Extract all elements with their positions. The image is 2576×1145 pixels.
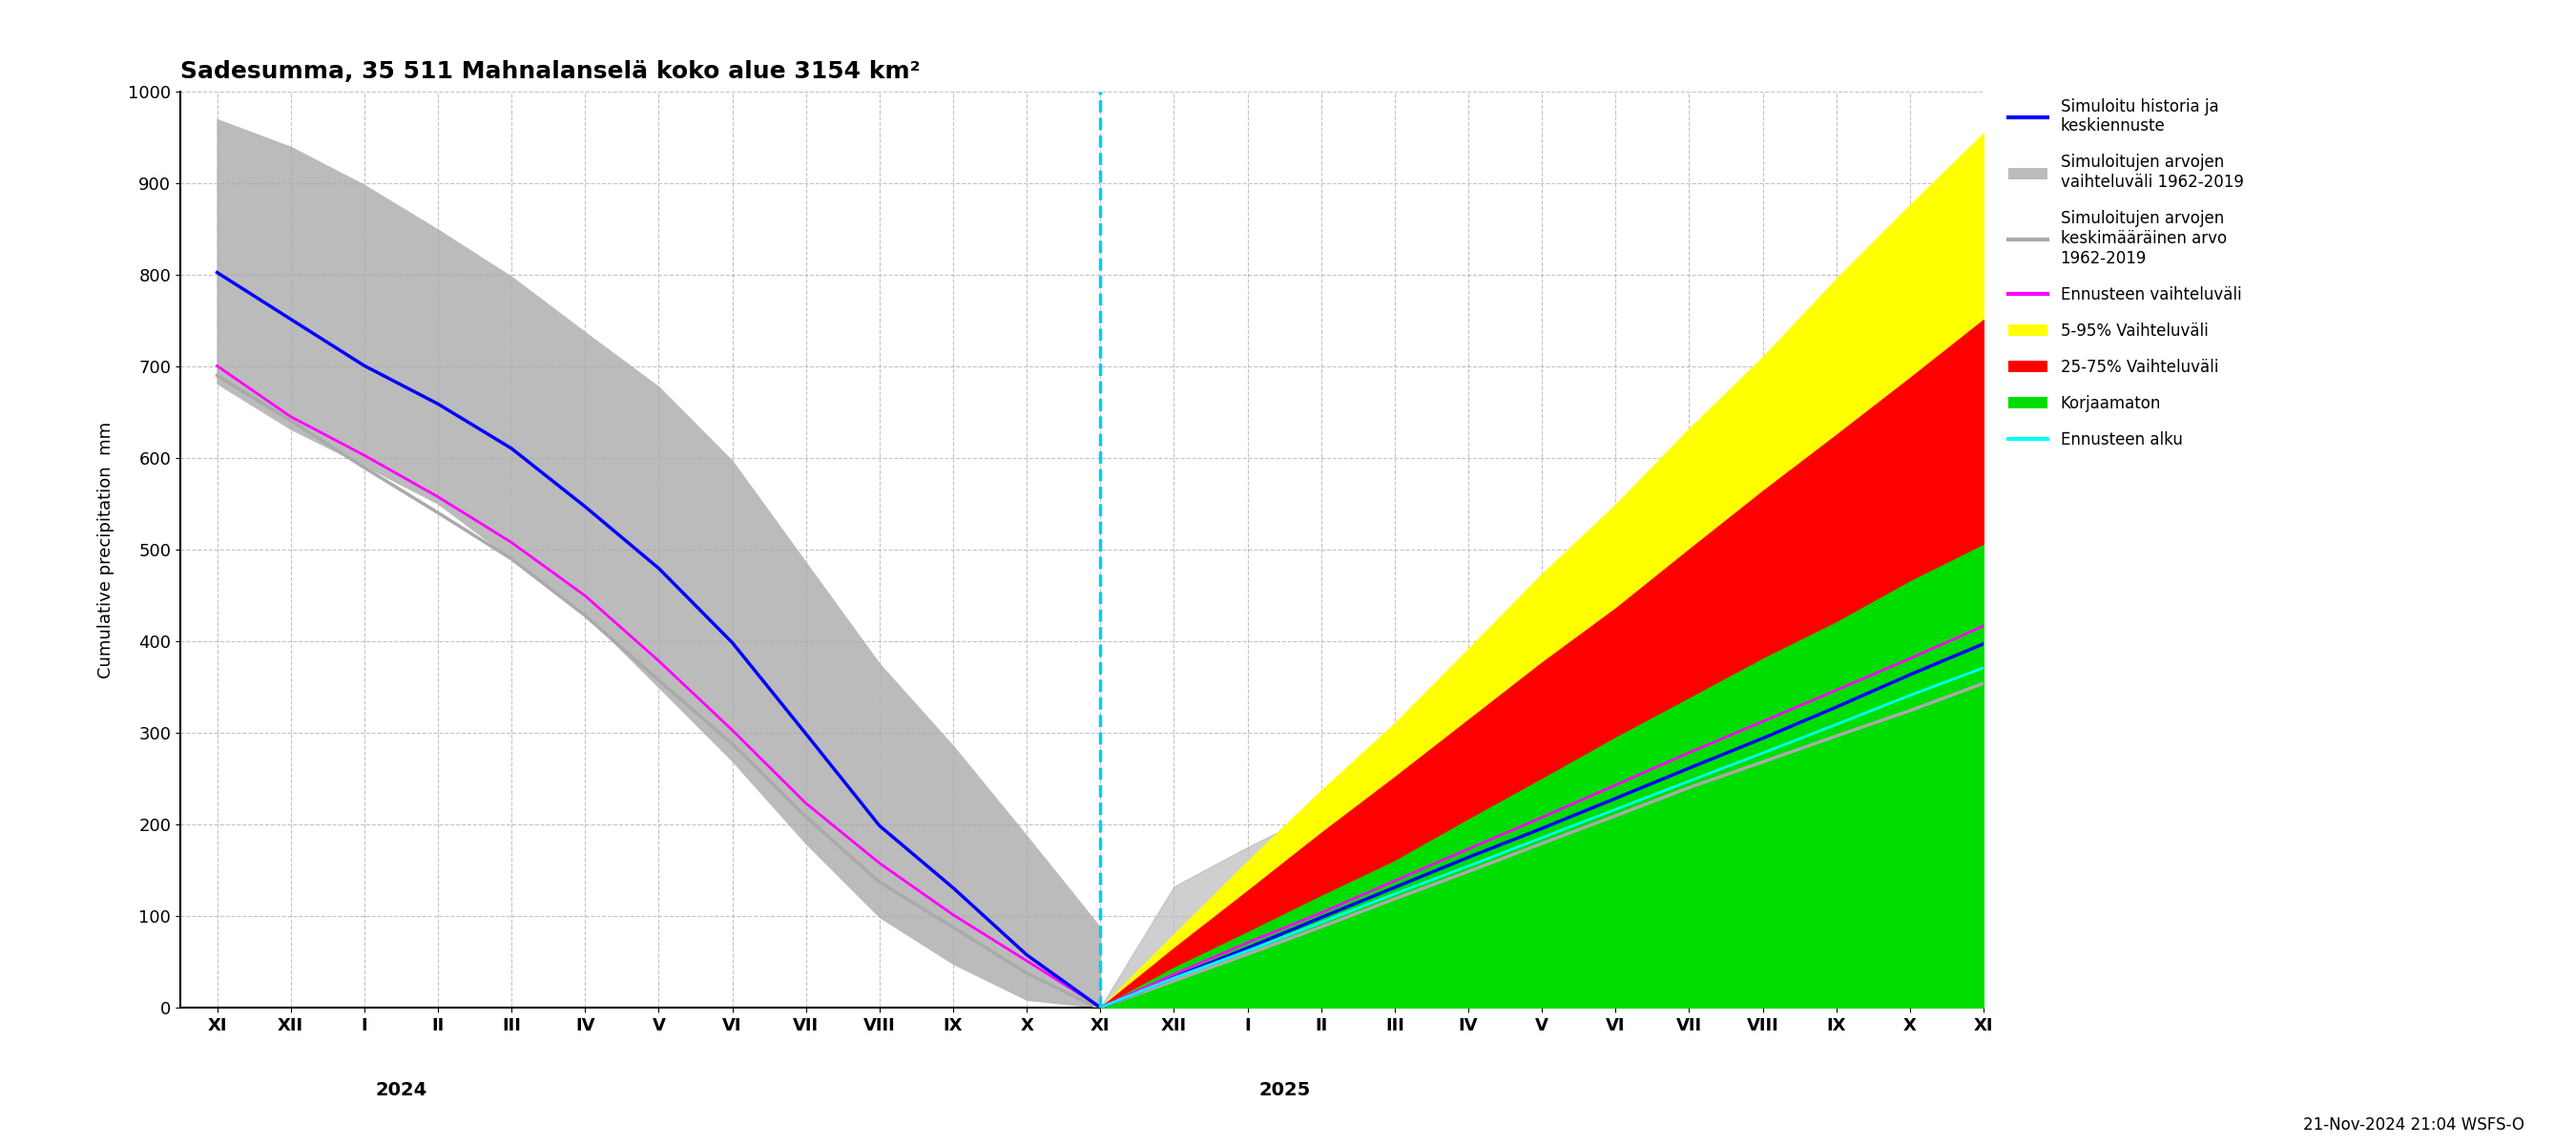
Text: 21-Nov-2024 21:04 WSFS-O: 21-Nov-2024 21:04 WSFS-O (2303, 1116, 2524, 1134)
Text: 2024: 2024 (376, 1081, 428, 1099)
Text: Sadesumma, 35 511 Mahnalanselä koko alue 3154 km²: Sadesumma, 35 511 Mahnalanselä koko alue… (180, 61, 920, 84)
Y-axis label: Cumulative precipitation  mm: Cumulative precipitation mm (98, 421, 116, 678)
Text: 2025: 2025 (1260, 1081, 1311, 1099)
Legend: Simuloitu historia ja
keskiennuste, Simuloitujen arvojen
vaihteluväli 1962-2019,: Simuloitu historia ja keskiennuste, Simu… (2002, 92, 2249, 455)
